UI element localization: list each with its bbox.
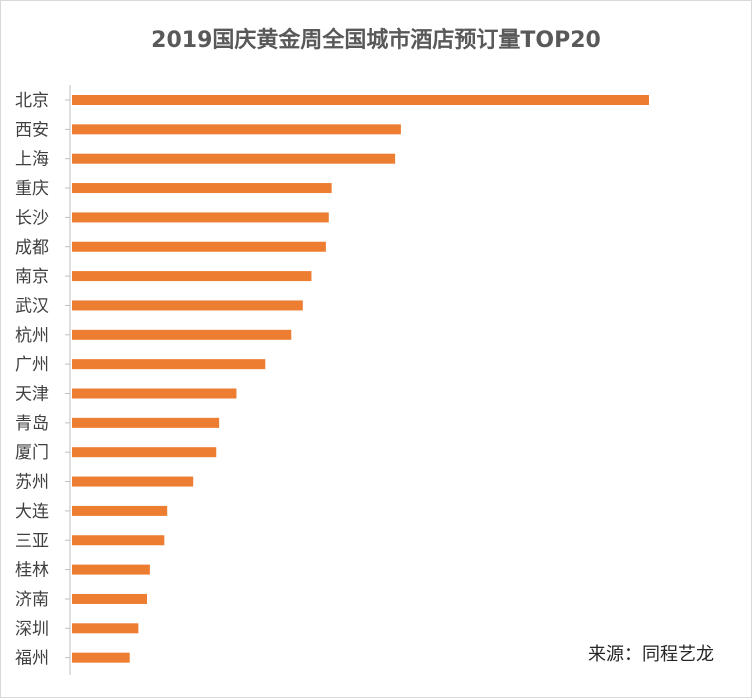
y-tick-label: 北京: [15, 91, 49, 111]
y-tick-label: 南京: [15, 267, 49, 287]
y-tick-label: 厦门: [15, 443, 49, 463]
y-tick-label: 福州: [15, 649, 49, 669]
y-tick-label: 杭州: [15, 326, 49, 346]
y-tick-label: 青岛: [15, 414, 49, 434]
bar: [72, 300, 303, 311]
bar: [72, 183, 332, 194]
chart-title: 2019国庆黄金周全国城市酒店预订量TOP20: [151, 28, 601, 53]
bar: [72, 593, 148, 604]
bar: [72, 623, 139, 634]
bar: [72, 95, 649, 105]
y-tick-label: 西安: [15, 120, 49, 140]
y-tick-label: 大连: [15, 502, 49, 522]
bar: [72, 447, 217, 458]
y-tick-label: 上海: [15, 150, 49, 170]
bar: [72, 652, 130, 663]
bar: [72, 212, 329, 223]
y-tick-label: 成都: [15, 238, 49, 258]
bar: [72, 329, 292, 340]
y-tick-label: 深圳: [15, 619, 49, 639]
bar: [72, 388, 237, 399]
y-tick-label: 济南: [15, 590, 49, 610]
bar: [72, 505, 168, 516]
y-tick-label: 重庆: [15, 179, 49, 199]
y-tick-label: 三亚: [15, 531, 49, 551]
y-tick-label: 桂林: [15, 561, 49, 581]
bar: [72, 241, 326, 252]
bar: [72, 476, 194, 487]
bar: [72, 417, 220, 428]
y-tick-label: 长沙: [15, 208, 49, 228]
y-tick-label: 广州: [15, 355, 49, 375]
y-tick-label: 天津: [15, 385, 49, 405]
y-tick-label: 苏州: [15, 473, 49, 493]
source-note: 来源：同程艺龙: [588, 644, 714, 665]
bar: [72, 124, 401, 135]
bar: [72, 153, 396, 164]
y-tick-label: 武汉: [15, 296, 49, 316]
bar: [72, 271, 312, 282]
bar: [72, 359, 266, 370]
bar: [72, 535, 165, 546]
bar: [72, 564, 150, 575]
